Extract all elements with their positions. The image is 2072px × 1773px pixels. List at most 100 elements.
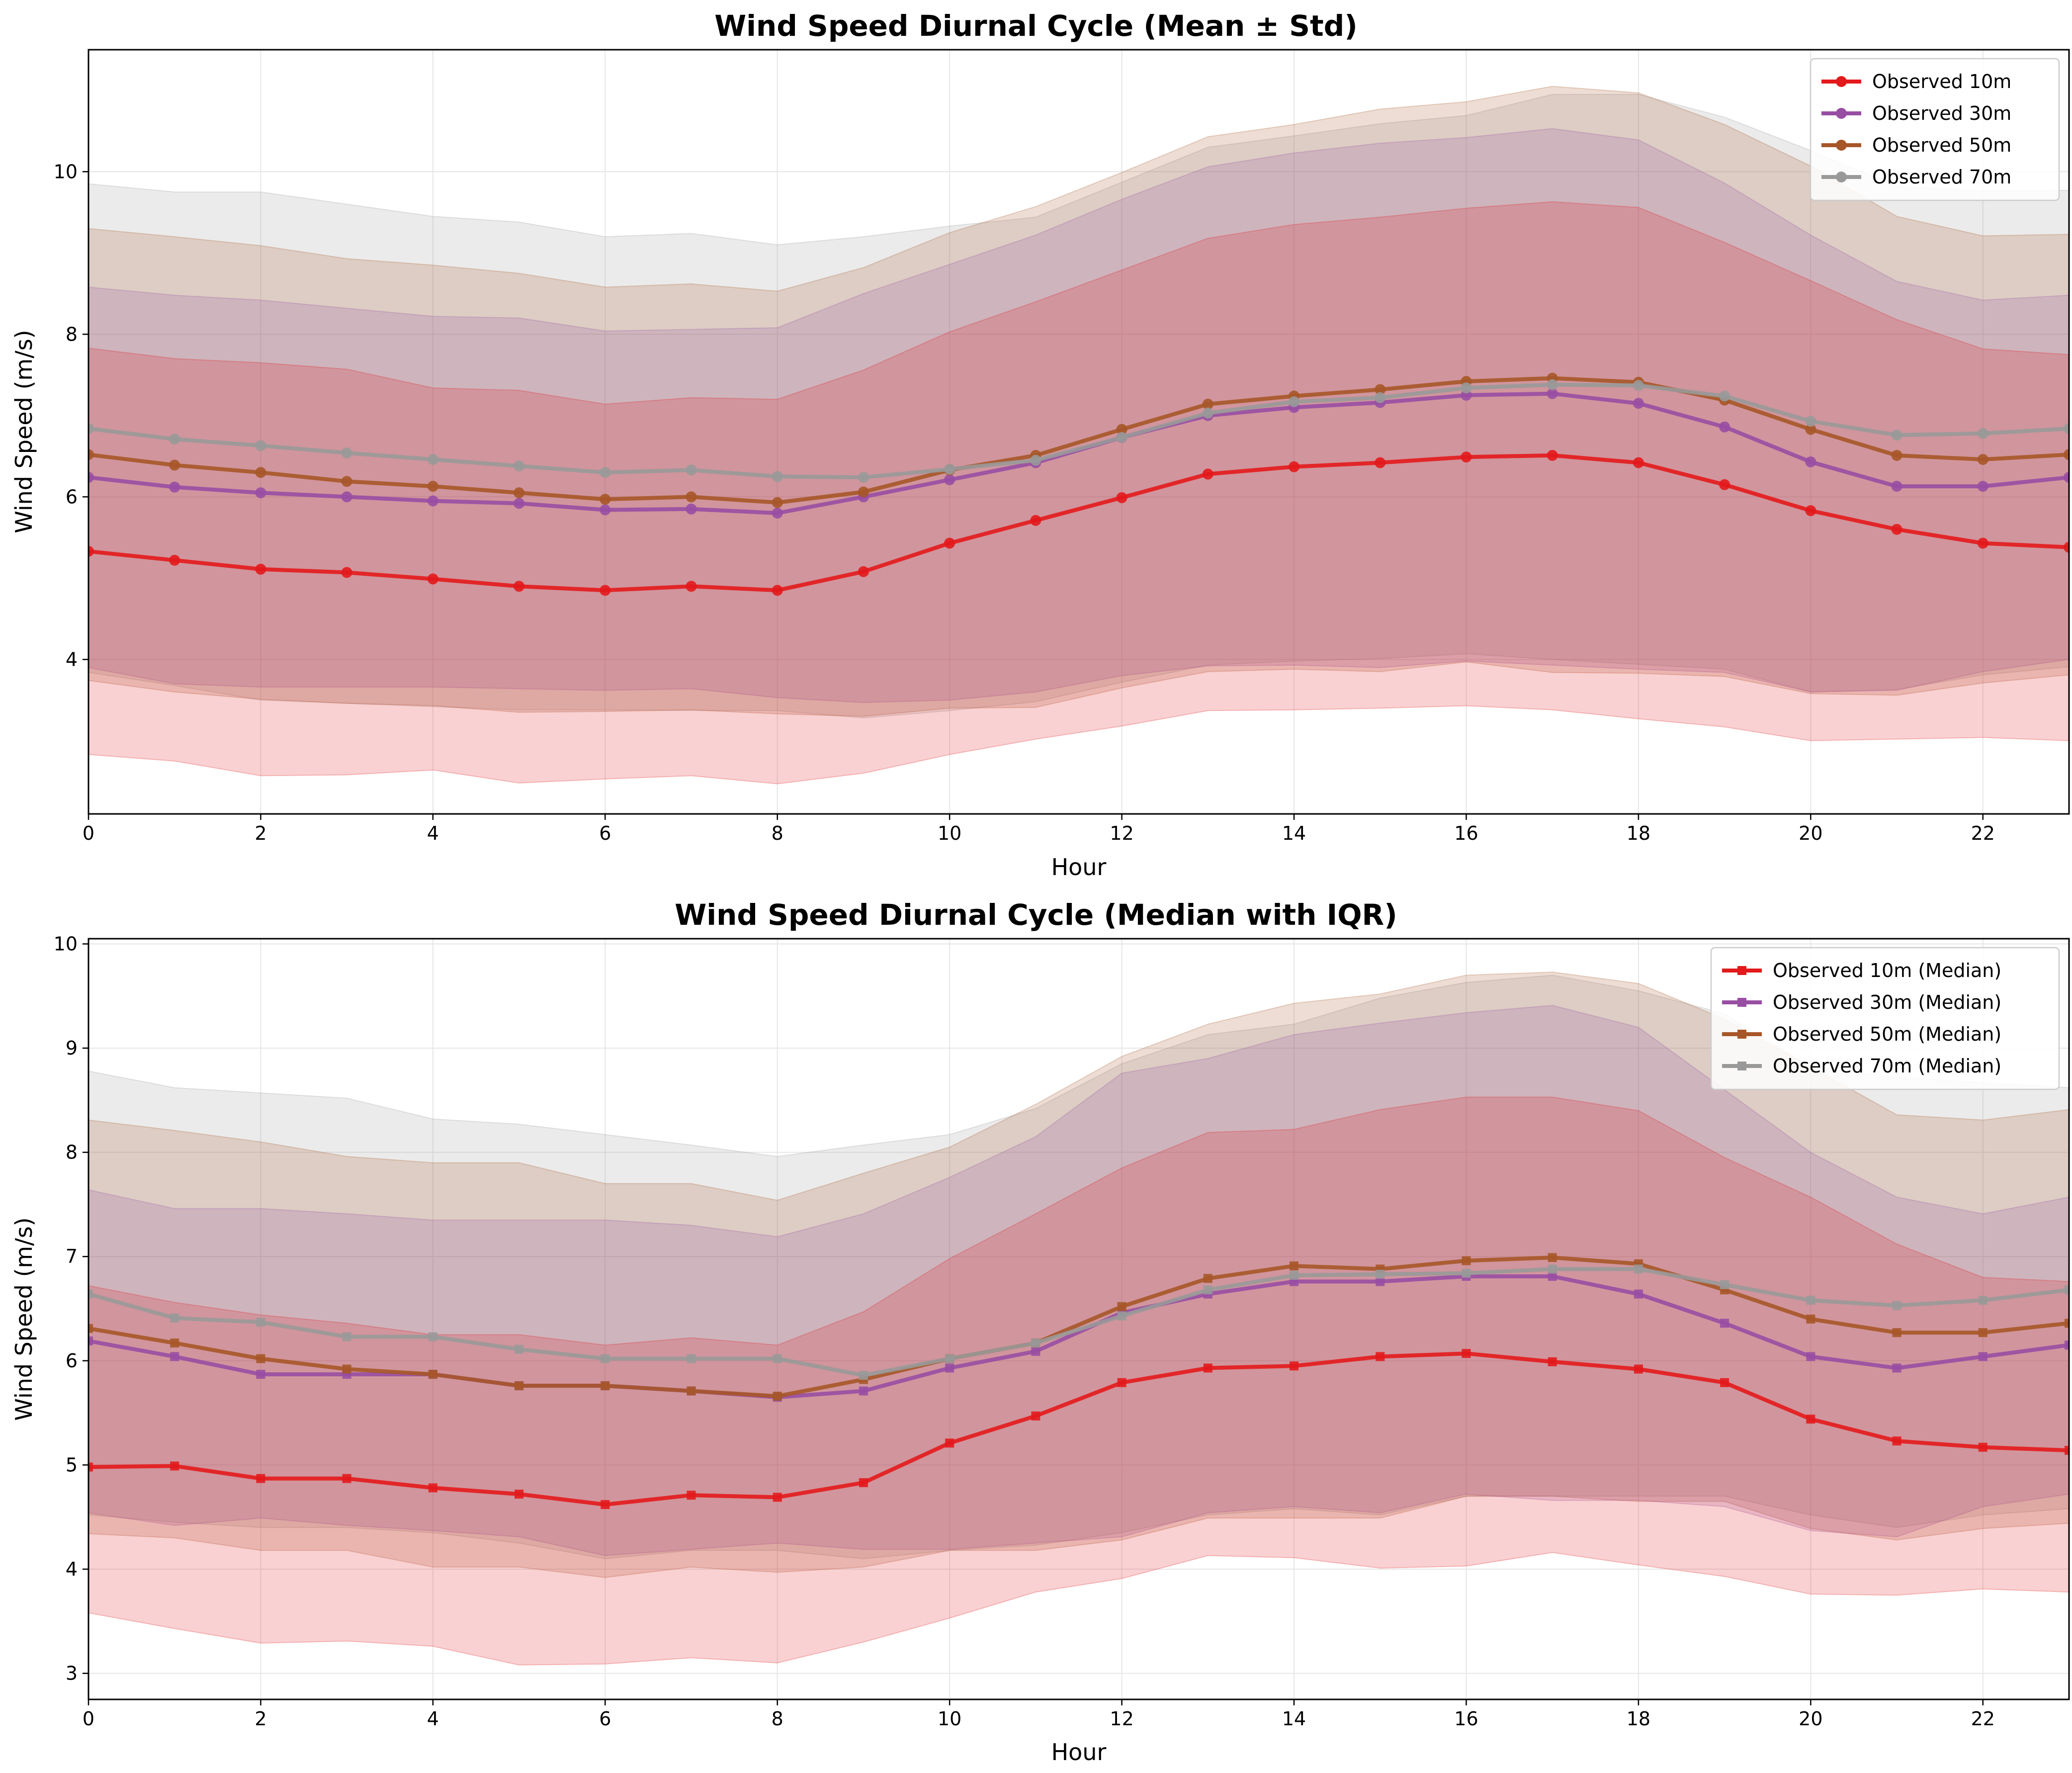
chart-mean-std: Wind Speed Diurnal Cycle (Mean ± Std) 0 2… [10, 9, 2070, 881]
data-point [515, 1344, 524, 1354]
x-tick-label: 14 [1282, 1708, 1306, 1730]
data-point [600, 467, 611, 478]
iqr-bands [88, 972, 2069, 1666]
data-point [1375, 384, 1386, 395]
data-point [1462, 1256, 1471, 1265]
axis-ticks: 0 2 4 6 8 10 12 14 16 18 20 22 3 4 5 6 7 8 9 10 [54, 933, 1995, 1730]
x-tick-label: 8 [772, 1708, 783, 1730]
data-point [1203, 1363, 1212, 1373]
data-point [945, 1354, 954, 1363]
data-point [773, 1493, 782, 1502]
data-point [859, 1478, 868, 1488]
y-tick-label: 9 [66, 1037, 78, 1059]
data-point [255, 487, 266, 499]
median-lines [88, 1253, 2069, 1509]
data-point [945, 1438, 954, 1448]
data-point [772, 471, 783, 482]
data-point [1375, 392, 1386, 403]
data-point [88, 449, 94, 460]
x-tick-label: 6 [599, 1708, 611, 1730]
data-point [170, 1352, 179, 1361]
data-point [514, 487, 525, 499]
data-point [1891, 481, 1902, 492]
data-point [428, 1483, 437, 1493]
x-tick-label: 16 [1454, 1708, 1478, 1730]
band-area [88, 201, 2069, 785]
band-area [88, 1005, 2069, 1556]
data-point [1290, 1270, 1299, 1280]
data-point [1462, 1349, 1471, 1358]
legend-swatch-marker [1737, 1030, 1746, 1039]
data-point [1978, 1352, 1987, 1361]
data-point [944, 474, 955, 485]
data-point [1375, 457, 1386, 468]
data-point [1116, 432, 1127, 443]
chart-title: Wind Speed Diurnal Cycle (Mean ± Std) [714, 9, 1358, 43]
data-point [601, 1354, 610, 1363]
data-point [1117, 1302, 1126, 1311]
data-point [427, 573, 438, 585]
data-point [1548, 1253, 1557, 1262]
data-point [169, 481, 180, 493]
data-point [428, 1370, 437, 1379]
legend-label: Observed 50m [1872, 134, 2011, 156]
x-tick-label: 14 [1282, 822, 1306, 844]
y-axis-label: Wind Speed (m/s) [10, 330, 37, 533]
x-tick-label: 2 [255, 1708, 266, 1730]
legend-label: Observed 70m [1872, 166, 2011, 188]
data-point [256, 1474, 265, 1483]
data-point [1977, 537, 1988, 549]
data-point [1633, 380, 1644, 391]
data-point [427, 495, 438, 507]
data-point [1891, 524, 1902, 535]
data-point [1977, 428, 1988, 439]
y-tick-label: 10 [54, 161, 78, 182]
data-point [255, 440, 266, 451]
data-point [1633, 398, 1644, 409]
y-tick-label: 7 [66, 1245, 78, 1267]
data-point [772, 497, 783, 508]
x-tick-label: 18 [1627, 1708, 1650, 1730]
data-point [2065, 1285, 2069, 1295]
data-point [944, 463, 955, 475]
data-point [515, 1490, 524, 1499]
data-point [687, 1386, 696, 1396]
band-area [88, 972, 2069, 1578]
data-point [1547, 388, 1558, 399]
data-point [1978, 1296, 1987, 1305]
data-point [1634, 1264, 1643, 1274]
legend-box [1710, 947, 2060, 1090]
band-area [88, 975, 2069, 1560]
data-point [1805, 505, 1816, 517]
data-point [2064, 449, 2069, 460]
data-point [600, 494, 611, 505]
data-point [1892, 1328, 1901, 1337]
data-point [341, 476, 352, 487]
legend-label: Observed 30m [1872, 102, 2011, 124]
x-tick-label: 10 [938, 1708, 961, 1730]
data-point [600, 585, 611, 596]
x-tick-label: 0 [83, 822, 94, 844]
data-point [2064, 472, 2069, 483]
data-point [858, 472, 869, 483]
y-tick-label: 4 [66, 1558, 78, 1580]
data-point [1030, 515, 1041, 526]
data-point [1203, 1274, 1212, 1283]
data-point [1117, 1378, 1126, 1387]
y-tick-label: 5 [66, 1454, 78, 1476]
x-axis-label: Hour [1051, 1739, 1107, 1766]
data-point [686, 581, 697, 592]
legend-swatch-marker [1836, 172, 1847, 182]
data-point [1806, 1352, 1815, 1361]
x-tick-label: 4 [427, 822, 439, 844]
y-tick-label: 6 [66, 486, 78, 508]
plot-frame [87, 49, 2070, 815]
x-tick-label: 16 [1454, 822, 1478, 844]
data-point [1720, 1319, 1729, 1328]
data-point [170, 1313, 179, 1323]
series-line [88, 453, 2069, 593]
data-point [341, 567, 352, 578]
data-point [1031, 1346, 1040, 1356]
data-point [88, 545, 94, 557]
data-point [1805, 456, 1816, 467]
